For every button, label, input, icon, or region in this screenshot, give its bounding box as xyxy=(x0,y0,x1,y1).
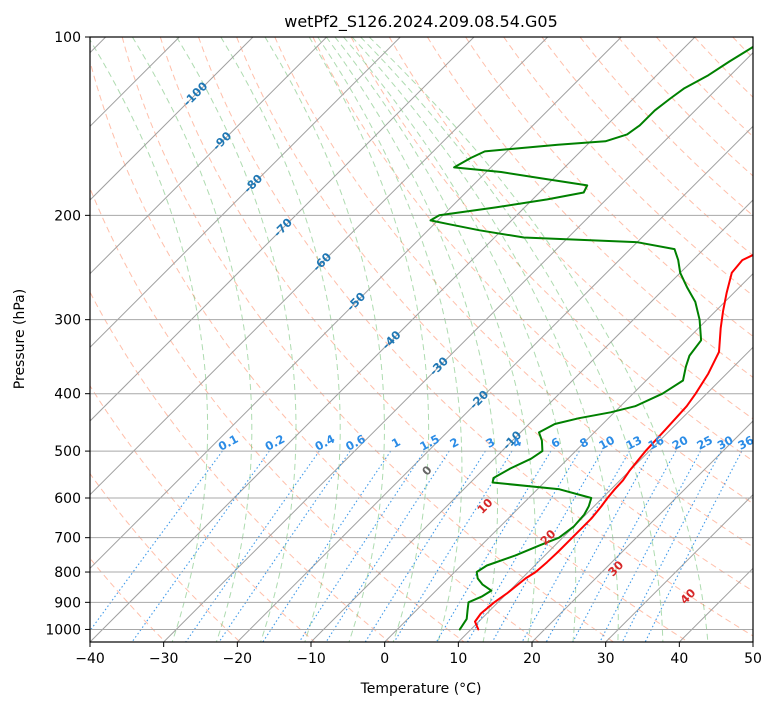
y-axis-ticks: 100 200 300 400 500 600 700 800 900 1000 xyxy=(45,30,90,638)
dry-adiabat xyxy=(0,37,240,642)
mixing-ratio-label: 20 xyxy=(670,433,691,453)
dry-adiabat xyxy=(771,37,775,642)
pressure-gridlines xyxy=(90,37,753,629)
wet-adiabat-label: 0 xyxy=(419,463,435,479)
mixing-ratio-label: 0.6 xyxy=(343,432,368,454)
isotherm-line xyxy=(753,37,775,642)
x-tick-label: −20 xyxy=(223,651,253,667)
wet-adiabat-label: 10 xyxy=(474,495,495,516)
isotherm-line xyxy=(237,37,775,642)
x-tick-label: 50 xyxy=(744,651,762,667)
dry-adiabat xyxy=(695,37,775,642)
mixing-ratio-label: 8 xyxy=(577,435,591,451)
mixing-ratio-label: 25 xyxy=(694,433,715,453)
y-tick-label: 900 xyxy=(54,595,81,611)
mixing-ratio-label: 0.1 xyxy=(216,432,241,454)
x-tick-label: −10 xyxy=(296,651,326,667)
dry-adiabat xyxy=(427,37,775,642)
y-axis-label: Pressure (hPa) xyxy=(12,289,28,389)
dry-adiabat xyxy=(0,37,315,642)
mixing-ratio-label: 30 xyxy=(715,433,736,453)
mixing-ratio-label: 10 xyxy=(596,433,617,453)
y-tick-label: 300 xyxy=(54,313,81,329)
isotherm-line xyxy=(0,37,253,642)
moist-adiabat xyxy=(265,37,384,642)
x-axis-label: Temperature (°C) xyxy=(360,681,482,697)
dry-adiabat xyxy=(656,37,775,642)
x-tick-label: 40 xyxy=(670,651,688,667)
temperature-line xyxy=(475,37,775,629)
isotherm-line xyxy=(458,37,775,642)
y-tick-label: 500 xyxy=(54,444,81,460)
y-tick-label: 700 xyxy=(54,531,81,547)
mixing-ratio-line xyxy=(132,451,269,642)
moist-adiabat xyxy=(221,37,340,642)
dry-adiabat xyxy=(504,37,775,642)
moist-adiabat xyxy=(335,37,536,642)
isotherm-line xyxy=(679,37,775,642)
mixing-ratio-label: 16 xyxy=(646,433,667,453)
moist-adiabat xyxy=(309,37,428,642)
mixing-ratio-label: 1.5 xyxy=(417,432,442,454)
isotherm-line xyxy=(0,37,327,642)
mixing-ratio-line xyxy=(600,451,701,642)
x-axis-ticks: −40 −30 −20 −10 0 10 20 30 40 50 xyxy=(75,642,762,667)
dry-adiabat xyxy=(466,37,775,642)
y-tick-label: 1000 xyxy=(45,622,81,638)
y-tick-label: 800 xyxy=(54,565,81,581)
isotherm-line xyxy=(0,37,400,642)
x-tick-label: 30 xyxy=(597,651,615,667)
dry-adiabat xyxy=(160,37,688,642)
mixing-ratio-line xyxy=(622,451,721,642)
y-tick-label: 200 xyxy=(54,208,81,224)
y-tick-label: 400 xyxy=(54,387,81,403)
mixing-ratio-label: 2 xyxy=(447,435,461,451)
isotherm-label: -80 xyxy=(241,171,266,196)
moist-adiabat xyxy=(132,37,251,642)
mixing-ratio-label: 0.2 xyxy=(263,432,288,454)
x-tick-label: 0 xyxy=(380,651,389,667)
isotherm-line xyxy=(164,37,769,642)
x-tick-label: −30 xyxy=(149,651,179,667)
isotherm-line xyxy=(385,37,775,642)
dry-adiabat xyxy=(389,37,775,642)
wet-adiabat-label: 40 xyxy=(677,586,698,607)
moist-adiabat xyxy=(369,37,708,642)
mixing-ratio-label: 0.4 xyxy=(312,432,337,454)
dry-adiabat xyxy=(542,37,775,642)
isotherm-line xyxy=(0,37,474,642)
isotherm-label: -90 xyxy=(210,129,235,154)
mixing-ratio-label: 1 xyxy=(389,435,403,451)
dry-adiabat xyxy=(8,37,390,642)
moist-adiabat xyxy=(361,37,663,642)
dewpoint-line xyxy=(431,37,769,629)
isotherm-label: -50 xyxy=(344,289,369,314)
mixing-ratio-label: 13 xyxy=(624,433,645,453)
x-tick-label: −40 xyxy=(75,651,105,667)
dry-adiabat xyxy=(733,37,775,642)
profile-series xyxy=(431,37,775,629)
dry-adiabat xyxy=(237,37,775,642)
wet-adiabat-label: 30 xyxy=(605,558,626,579)
y-tick-label: 100 xyxy=(54,30,81,46)
mixing-ratio-line xyxy=(219,451,350,642)
isotherm-line xyxy=(16,37,621,642)
x-tick-label: 10 xyxy=(449,651,467,667)
chart-title: wetPf2_S126.2024.209.08.54.G05 xyxy=(284,12,558,32)
moist-adiabat xyxy=(326,37,497,642)
y-tick-label: 600 xyxy=(54,491,81,507)
x-tick-label: 20 xyxy=(523,651,541,667)
